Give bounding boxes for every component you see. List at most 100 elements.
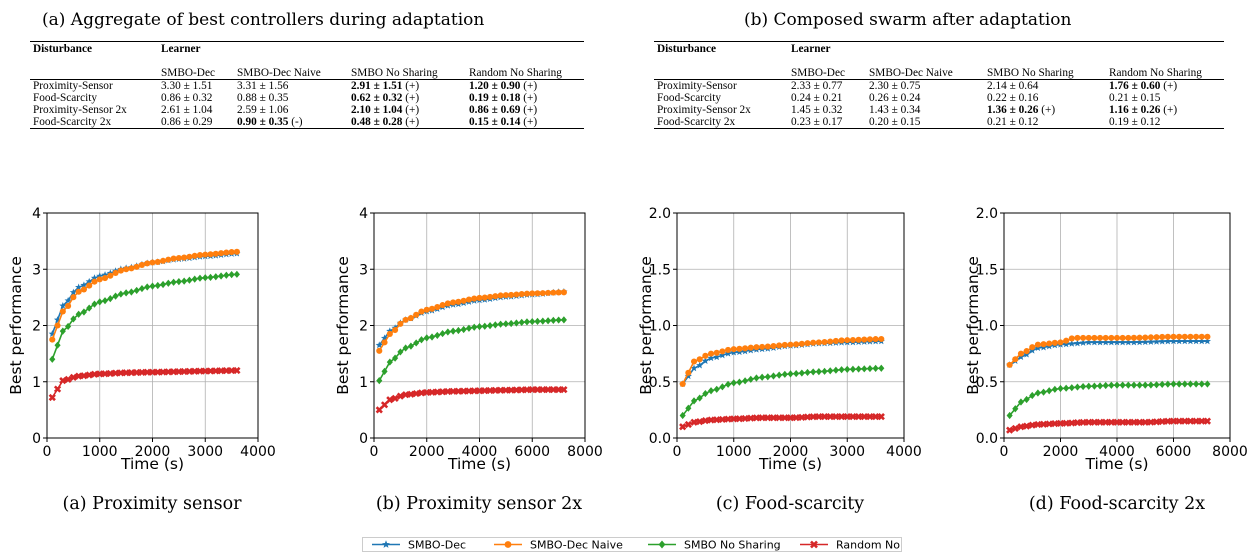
chart-3: 0 1000 2000 3000 4000 0.0 0.5 1.0 1.5 2.0 Time (s)… (637, 206, 922, 514)
data-point (843, 413, 851, 421)
data-point (175, 254, 182, 262)
data-point (159, 257, 167, 264)
data-point (1029, 391, 1036, 400)
data-point (508, 291, 515, 298)
data-point (80, 308, 87, 316)
data-point (223, 249, 230, 256)
data-point (1164, 337, 1172, 345)
data-point (128, 288, 135, 296)
data-point (1096, 418, 1104, 426)
table-a-col-header: SMBO No Sharing (348, 56, 466, 80)
series-cross (48, 366, 241, 402)
data-point (832, 413, 840, 421)
data-point (1125, 334, 1132, 341)
data-point (433, 388, 441, 396)
data-point (128, 265, 135, 272)
data-point (1186, 337, 1195, 345)
data-point (1181, 417, 1189, 425)
data-point (1204, 380, 1211, 388)
data-point (866, 413, 874, 421)
table-a-header-learner: Learner (158, 41, 584, 56)
data-point (1080, 382, 1087, 391)
x-tick-label: 2000 (773, 444, 809, 460)
data-point (696, 361, 704, 369)
data-point (1125, 381, 1132, 389)
data-point (877, 413, 885, 421)
data-point (1023, 395, 1030, 404)
legend-label: Random No sharing (836, 539, 902, 552)
data-point (117, 290, 124, 298)
data-point (539, 317, 546, 325)
cell: 1.43 ± 0.34 (866, 104, 984, 116)
data-point (53, 316, 62, 323)
cell-value: 2.91 ± 1.51 (351, 80, 403, 92)
data-point (753, 344, 760, 351)
data-point (1175, 417, 1183, 425)
data-point (1107, 338, 1115, 346)
data-point (758, 414, 766, 422)
data-point (85, 277, 93, 285)
data-point (518, 290, 525, 298)
data-point (502, 292, 509, 299)
data-point (1198, 380, 1205, 388)
cell: 0.24 ± 0.21 (788, 92, 866, 104)
data-point (96, 276, 103, 283)
data-point (878, 335, 885, 343)
chart-1: 0 1000 2000 3000 4000 0 1 2 3 4 Time (s) Best perfo… (7, 206, 276, 514)
data-point (101, 370, 109, 378)
data-point (439, 329, 446, 338)
data-point (465, 324, 473, 332)
data-point (53, 385, 62, 393)
data-point (798, 340, 805, 347)
cell: 0.86 ± 0.29 (158, 116, 234, 129)
x-tick-label: 4000 (462, 444, 498, 460)
data-point (707, 350, 715, 357)
data-point (730, 415, 738, 423)
data-point (202, 251, 209, 258)
data-point (838, 366, 845, 374)
data-point (742, 345, 749, 352)
data-point (1175, 337, 1183, 345)
data-point (80, 281, 88, 289)
data-point (397, 320, 404, 327)
data-point (860, 413, 868, 421)
cell-value: 0.26 ± 0.24 (869, 92, 921, 104)
data-point (724, 415, 732, 423)
data-point (815, 413, 823, 421)
data-point (455, 326, 462, 335)
data-point (460, 325, 467, 334)
data-point (724, 349, 732, 357)
data-point (838, 337, 845, 344)
cell: 3.30 ± 1.51 (158, 80, 234, 92)
row-label: Food-Scarcity 2x (30, 116, 158, 129)
y-tick-label: 4 (32, 206, 41, 222)
data-point (111, 369, 120, 377)
data-point (434, 304, 441, 311)
cell: 2.33 ± 0.77 (788, 80, 866, 92)
data-point (1091, 334, 1098, 341)
series-star (1006, 337, 1211, 368)
data-point (815, 368, 822, 376)
data-point (106, 369, 114, 378)
y-tick-label: 1 (32, 375, 41, 391)
data-point (69, 373, 77, 382)
data-point (407, 314, 414, 322)
y-tick-label: 0 (32, 431, 41, 447)
data-point (1142, 334, 1149, 341)
data-point (486, 321, 494, 330)
data-point (747, 375, 754, 383)
data-point (1017, 423, 1025, 431)
data-point (54, 341, 61, 349)
cell-value: 1.16 ± 0.26 (1109, 104, 1161, 116)
data-point (769, 414, 778, 422)
data-point (1186, 417, 1195, 425)
cell-value: 0.86 ± 0.69 (469, 104, 521, 116)
data-point (735, 415, 744, 423)
series-circle (1006, 333, 1211, 368)
data-point (1113, 381, 1121, 389)
data-point (428, 333, 436, 341)
data-point (397, 348, 404, 356)
data-point (1159, 380, 1166, 389)
x-tick-label: 1000 (716, 444, 752, 460)
